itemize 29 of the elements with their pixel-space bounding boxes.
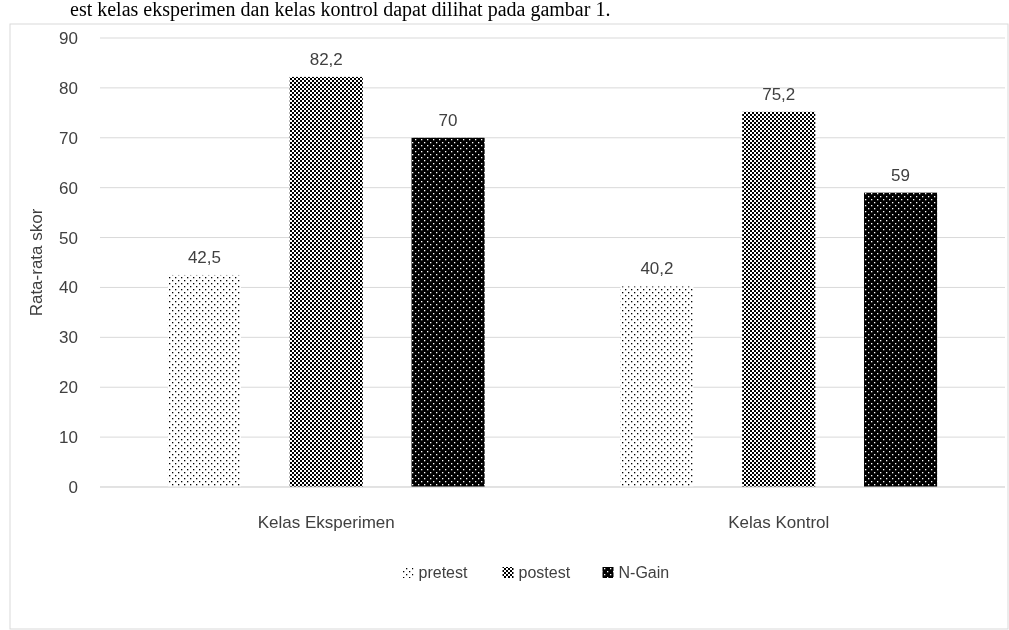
y-axis-title: Rata-rata skor	[27, 208, 46, 317]
y-tick-label: 40	[59, 278, 78, 298]
y-tick-label: 20	[59, 378, 78, 398]
bar	[620, 286, 694, 487]
bar	[411, 137, 485, 487]
y-tick-label: 60	[59, 178, 78, 198]
y-tick-label: 10	[59, 428, 78, 448]
bar	[864, 192, 938, 487]
data-label: 70	[438, 110, 458, 130]
bar	[289, 76, 363, 487]
data-label: 75,2	[762, 84, 796, 104]
y-tick-label: 0	[68, 478, 78, 497]
y-tick-label: 50	[59, 228, 78, 248]
y-tick-label: 80	[59, 78, 78, 98]
y-tick-label: 30	[59, 328, 78, 348]
y-tick-label: 90	[59, 29, 78, 48]
legend-label: postest	[518, 564, 571, 581]
legend-label: pretest	[418, 564, 468, 581]
legend-label: N-Gain	[618, 564, 670, 581]
text: est kelas eksperimen dan kelas kontrol dapat dilihat pada gambar 1.	[70, 0, 611, 21]
x-tick-label: Kelas Kontrol	[728, 513, 830, 532]
data-label: 42,5	[187, 247, 221, 267]
x-tick-label: Kelas Eksperimen	[257, 513, 395, 532]
data-label: 82,2	[309, 49, 343, 69]
bar	[742, 111, 816, 487]
y-tick-label: 70	[59, 128, 78, 148]
data-label: 59	[891, 165, 911, 185]
bar	[167, 274, 241, 487]
data-label: 40,2	[640, 259, 674, 279]
